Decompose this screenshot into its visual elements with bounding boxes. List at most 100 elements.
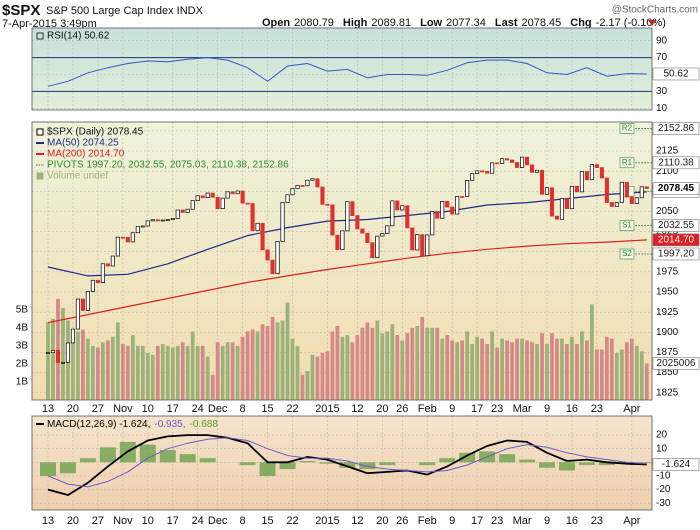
volume-bar [550,333,554,400]
x-tick-label: 23 [491,403,503,415]
candle-body [465,180,470,197]
x-tick-label: 17 [471,403,483,415]
x-tick-label: 20 [376,403,388,415]
legend-swatch [36,128,44,136]
volume-bar [629,338,634,400]
histogram-bar [159,450,176,463]
candle-body [155,219,160,222]
x-tick-label: 9 [449,403,455,415]
change-arrow [648,20,656,26]
volume-bar [125,345,130,400]
candle-body [345,201,350,232]
tag-label: -1.624 [662,459,691,470]
candle-body [45,352,51,355]
volume-bar [485,344,490,400]
quote-value: 2080.79 [294,17,334,29]
volume-bar [420,316,425,400]
x-tick-label: 9 [544,515,550,527]
x-tick-label: 2015 [315,403,339,415]
tag-label: 2025006 [657,358,696,369]
volume-bar [585,340,589,400]
candle-body [510,159,515,163]
candle-body [335,234,340,250]
panel-background [32,28,652,110]
candle-body [240,190,245,204]
macd-line [47,434,647,496]
volume-bar [639,351,644,400]
volume-bar [595,349,599,400]
volume-bar [395,335,400,400]
tag-box [652,233,700,247]
candle-body [385,225,390,234]
volume-bar [390,324,395,400]
volume-bar [490,331,495,400]
candle-body [245,202,250,205]
volume-bar [130,335,135,400]
volume-bar [185,345,190,400]
candle-body [420,234,425,257]
tag-box [652,67,700,81]
histogram-bar [99,447,116,463]
x-tick-label: Apr [623,403,640,415]
volume-bar [200,345,205,400]
instrument-name: S&P 500 Large Cap Index INDX [46,5,204,17]
histogram-bar [379,462,396,466]
tag-box [652,122,700,135]
candle-body [495,162,500,165]
legend-label: MACD(12,26,9) -1.624, [47,419,150,430]
volume-bar [260,324,265,400]
y2-tick-label: 2B [16,359,29,370]
histogram-bar [638,462,655,464]
pivot-box [619,248,635,260]
panel-border [31,27,653,111]
tag-label: 2152.86 [658,123,695,134]
pivot-box [619,220,635,231]
candle-body [609,202,614,207]
candle-body [135,226,140,234]
candle-body [624,181,629,198]
volume-bar [604,336,609,400]
volume-bar [235,345,240,400]
x-tick-label: Dec [208,515,228,527]
candle-body [435,211,440,219]
signal-line [47,437,647,488]
volume-bar [180,342,185,400]
volume-bar [634,345,639,400]
x-tick-label: 23 [591,403,603,415]
volume-bar [380,333,385,400]
pivot-box [619,157,635,169]
y-tick-label: 90 [656,35,668,46]
volume-bar [614,353,619,400]
quote-label: Chg [570,17,591,29]
tag-box [652,247,700,261]
x-tick-label: 9 [449,515,455,527]
candle-body [544,187,550,195]
x-tick-label: Feb [418,515,437,527]
volume-bar [170,347,175,400]
rsi-line [47,57,647,87]
quote-label: High [343,17,368,29]
candle-body [60,361,66,364]
source: @StockCharts.com [612,5,698,16]
volume-bar [245,331,250,400]
x-tick-label: 20 [376,515,388,527]
volume-bar [195,345,200,400]
x-tick-label: 17 [471,515,483,527]
volume-bar [345,335,350,400]
volume-bar [300,374,305,400]
volume-bar [455,342,460,400]
histogram-bar [259,462,276,476]
value-tag: 50.62 [652,67,700,81]
volume-bar [205,356,210,400]
candle-body [130,232,135,243]
volume-bar [275,322,280,400]
volume-bar [355,335,360,400]
candle-body [210,192,215,198]
volume-bar [120,344,125,400]
candle-body [225,191,230,199]
y-tick-label: 1875 [656,347,679,358]
histogram-bar [79,458,96,463]
candle-body [215,196,220,210]
histogram-bar [40,462,56,476]
candle-body [185,208,190,213]
